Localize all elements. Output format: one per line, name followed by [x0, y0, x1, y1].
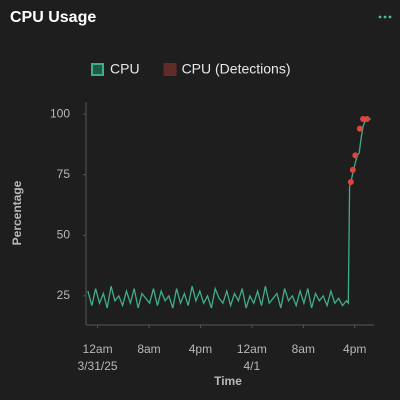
y-axis-label: Percentage	[10, 180, 24, 245]
x-tick-label: 4pm	[343, 342, 367, 356]
chart-title: CPU Usage	[10, 9, 96, 26]
y-tick-label: 75	[57, 167, 71, 181]
x-tick-label: 8am	[137, 342, 161, 356]
y-tick-label: 100	[50, 106, 70, 120]
detection-point	[347, 178, 354, 185]
legend-swatch	[91, 63, 104, 76]
legend-label: CPU (Detections)	[182, 61, 291, 77]
menu-icon[interactable]	[378, 15, 392, 19]
y-tick-label: 50	[57, 227, 71, 241]
x-tick-label: 12am 3/31/25	[77, 342, 118, 373]
legend-label: CPU	[110, 61, 140, 77]
y-tick-label: 25	[57, 288, 71, 302]
detection-point	[363, 115, 370, 122]
x-axis-label: Time	[214, 374, 242, 388]
x-tick-label: 8am	[291, 342, 315, 356]
detection-point	[352, 152, 359, 159]
detection-point	[349, 166, 356, 173]
cpu-line	[87, 118, 371, 309]
x-tick-label: 12am 4/1	[236, 342, 267, 373]
x-tick-label: 4pm	[188, 342, 213, 356]
detection-point	[356, 125, 363, 132]
legend-swatch	[163, 63, 177, 76]
